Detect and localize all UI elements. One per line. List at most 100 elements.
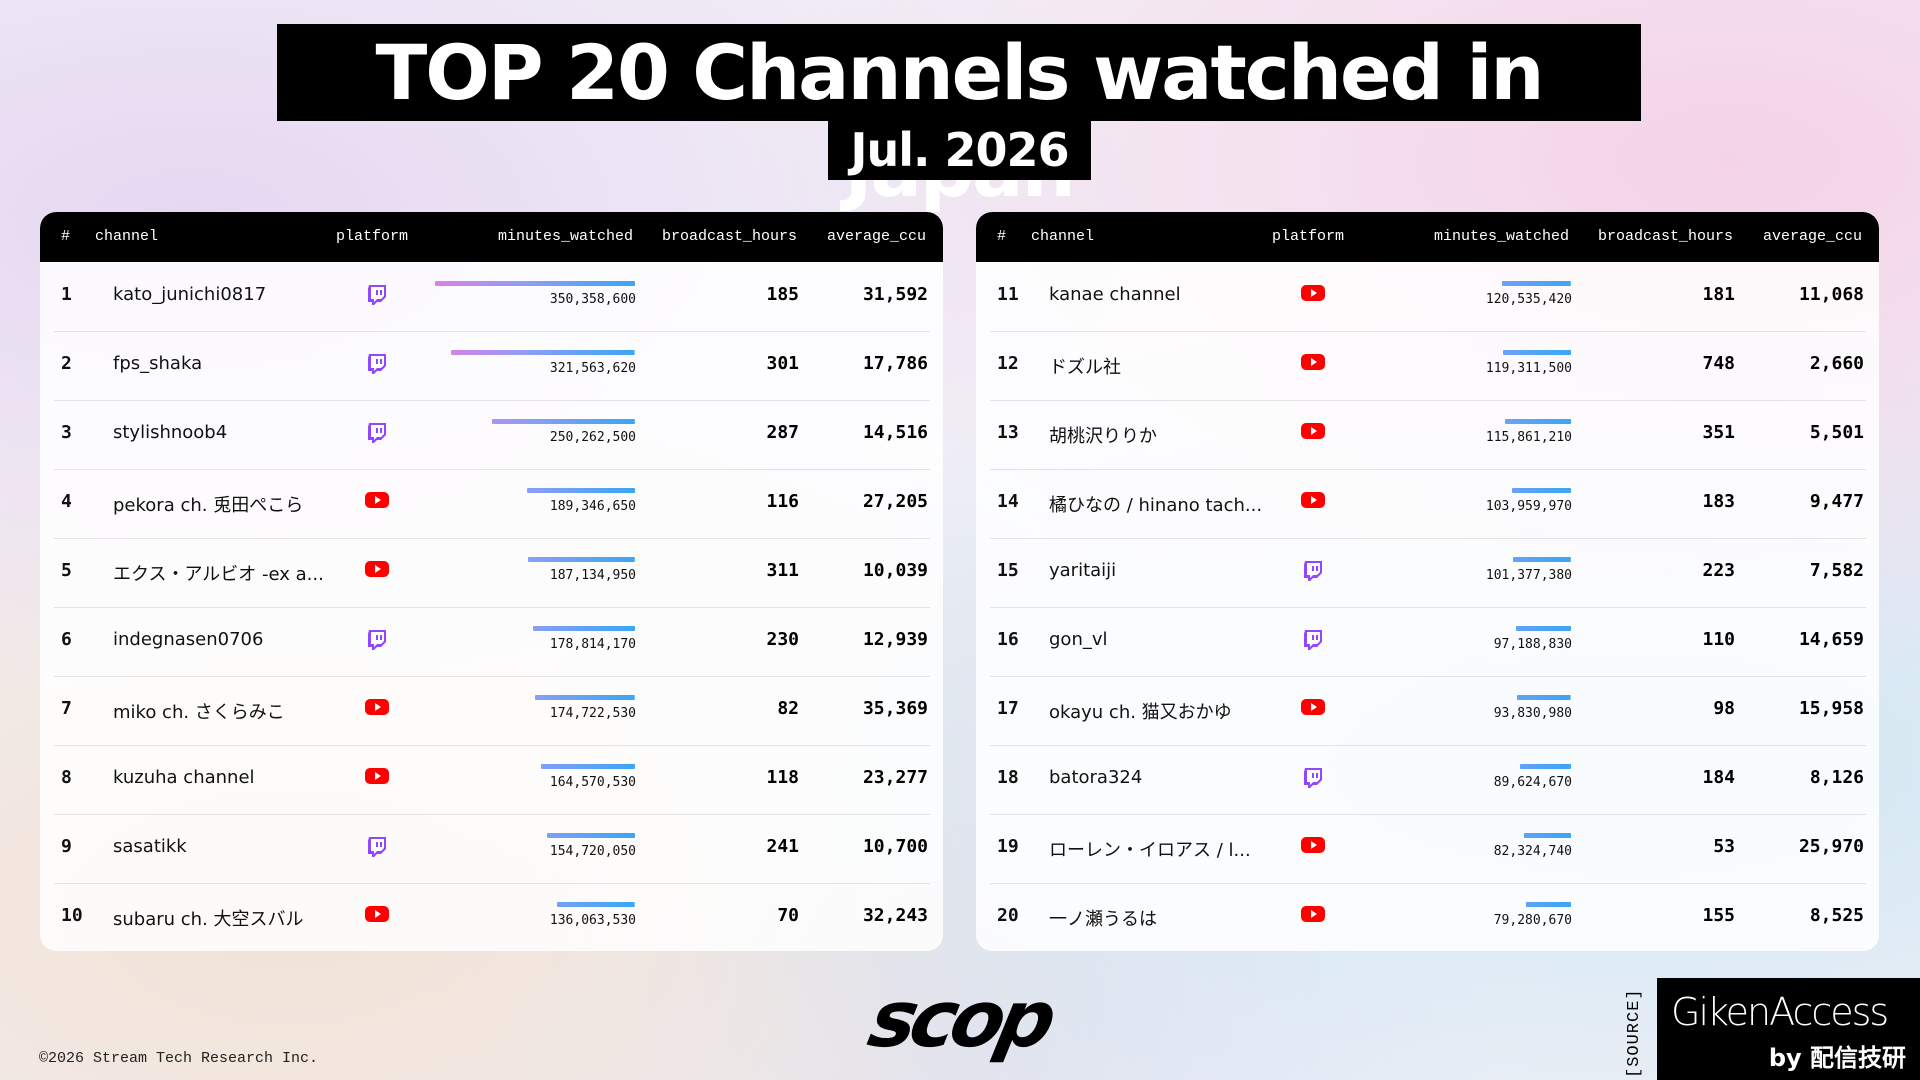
platform-icon bbox=[366, 629, 388, 657]
channel: stylishnoob4 bbox=[113, 422, 228, 443]
column-header: # bbox=[61, 228, 71, 245]
rank: 7 bbox=[61, 698, 72, 719]
minutes-bar bbox=[557, 902, 635, 907]
row-divider bbox=[54, 400, 930, 401]
row-divider bbox=[990, 676, 1866, 677]
average-ccu: 23,277 bbox=[862, 767, 928, 788]
broadcast-hours: 230 bbox=[766, 629, 799, 650]
rank: 3 bbox=[61, 422, 72, 443]
platform-icon bbox=[1302, 767, 1324, 795]
platform-icon bbox=[1301, 491, 1325, 513]
header-row bbox=[40, 212, 943, 262]
minutes-bar bbox=[526, 488, 635, 493]
broadcast-hours: 311 bbox=[766, 560, 799, 581]
column-header: average_ccu bbox=[1762, 228, 1862, 245]
row-divider bbox=[54, 676, 930, 677]
platform-icon bbox=[1301, 905, 1325, 927]
platform-icon bbox=[365, 767, 389, 789]
average-ccu: 25,970 bbox=[1798, 836, 1864, 857]
channel: 橘ひなの / hinano tach... bbox=[1049, 495, 1263, 516]
platform-icon bbox=[365, 491, 389, 513]
channel: ドズル社 bbox=[1049, 357, 1121, 378]
minutes-label: 187,134,950 bbox=[549, 568, 636, 583]
channel: miko ch. さくらみこ bbox=[113, 702, 285, 723]
minutes-label: 101,377,380 bbox=[1485, 568, 1572, 583]
average-ccu: 9,477 bbox=[1809, 491, 1864, 512]
channel: indegnasen0706 bbox=[113, 629, 264, 650]
average-ccu: 17,786 bbox=[862, 353, 928, 374]
broadcast-hours: 223 bbox=[1702, 560, 1735, 581]
minutes-bar bbox=[1519, 764, 1571, 769]
row-divider bbox=[990, 745, 1866, 746]
channel: fps_shaka bbox=[113, 353, 203, 374]
minutes-label: 93,830,980 bbox=[1493, 706, 1572, 721]
row-divider bbox=[54, 607, 930, 608]
platform-icon bbox=[365, 698, 389, 720]
rank: 10 bbox=[61, 905, 83, 926]
channel: kuzuha channel bbox=[113, 767, 255, 788]
subtitle: Jul. 2026 bbox=[828, 121, 1091, 180]
broadcast-hours: 98 bbox=[1713, 698, 1735, 719]
broadcast-hours: 287 bbox=[766, 422, 799, 443]
minutes-bar bbox=[1515, 626, 1571, 631]
channel: batora324 bbox=[1049, 767, 1143, 788]
row-divider bbox=[54, 469, 930, 470]
column-header: # bbox=[997, 228, 1007, 245]
channel: sasatikk bbox=[113, 836, 187, 857]
average-ccu: 7,582 bbox=[1809, 560, 1864, 581]
row-divider bbox=[990, 331, 1866, 332]
broadcast-hours: 185 bbox=[766, 284, 799, 305]
platform-icon bbox=[1301, 353, 1325, 375]
source-name: GikenAccess bbox=[1671, 990, 1889, 1034]
broadcast-hours: 241 bbox=[766, 836, 799, 857]
minutes-bar bbox=[435, 281, 635, 286]
minutes-label: 321,563,620 bbox=[549, 361, 636, 376]
average-ccu: 11,068 bbox=[1798, 284, 1864, 305]
minutes-label: 119,311,500 bbox=[1485, 361, 1572, 376]
header-row bbox=[976, 212, 1879, 262]
average-ccu: 14,659 bbox=[1798, 629, 1864, 650]
copyright: ©2026 Stream Tech Research Inc. bbox=[39, 1050, 319, 1067]
row-divider bbox=[990, 883, 1866, 884]
rank: 11 bbox=[997, 284, 1019, 305]
row-divider bbox=[54, 814, 930, 815]
broadcast-hours: 155 bbox=[1702, 905, 1735, 926]
minutes-label: 164,570,530 bbox=[549, 775, 636, 790]
minutes-bar bbox=[532, 626, 635, 631]
table-panel: # channel platform minutes_watched broadcast… bbox=[40, 212, 943, 951]
minutes-bar bbox=[546, 833, 635, 838]
minutes-bar bbox=[492, 419, 635, 424]
rank: 2 bbox=[61, 353, 72, 374]
minutes-label: 136,063,530 bbox=[549, 913, 636, 928]
column-header: channel bbox=[1031, 228, 1095, 245]
broadcast-hours: 118 bbox=[766, 767, 799, 788]
minutes-label: 174,722,530 bbox=[549, 706, 636, 721]
rank: 8 bbox=[61, 767, 72, 788]
average-ccu: 31,592 bbox=[862, 284, 928, 305]
channel: gon_vl bbox=[1049, 629, 1108, 650]
table-panel: # channel platform minutes_watched broadcast… bbox=[976, 212, 1879, 951]
minutes-bar bbox=[1502, 281, 1571, 286]
channel: 一ノ瀬うるは bbox=[1049, 909, 1157, 930]
minutes-bar bbox=[1524, 833, 1571, 838]
row-divider bbox=[990, 607, 1866, 608]
minutes-label: 97,188,830 bbox=[1493, 637, 1572, 652]
platform-icon bbox=[1301, 698, 1325, 720]
row-divider bbox=[54, 331, 930, 332]
broadcast-hours: 184 bbox=[1702, 767, 1735, 788]
rank: 15 bbox=[997, 560, 1019, 581]
broadcast-hours: 116 bbox=[766, 491, 799, 512]
source-tag: [SOURCE] bbox=[1625, 988, 1644, 1078]
channel: yaritaiji bbox=[1049, 560, 1117, 581]
platform-icon bbox=[1301, 836, 1325, 858]
platform-icon bbox=[1302, 560, 1324, 588]
minutes-label: 82,324,740 bbox=[1493, 844, 1572, 859]
average-ccu: 10,700 bbox=[862, 836, 928, 857]
column-header: minutes_watched bbox=[497, 228, 633, 245]
row-divider bbox=[990, 538, 1866, 539]
minutes-bar bbox=[541, 764, 635, 769]
rank: 1 bbox=[61, 284, 72, 305]
column-header: channel bbox=[95, 228, 159, 245]
minutes-bar bbox=[451, 350, 635, 355]
rank: 4 bbox=[61, 491, 72, 512]
